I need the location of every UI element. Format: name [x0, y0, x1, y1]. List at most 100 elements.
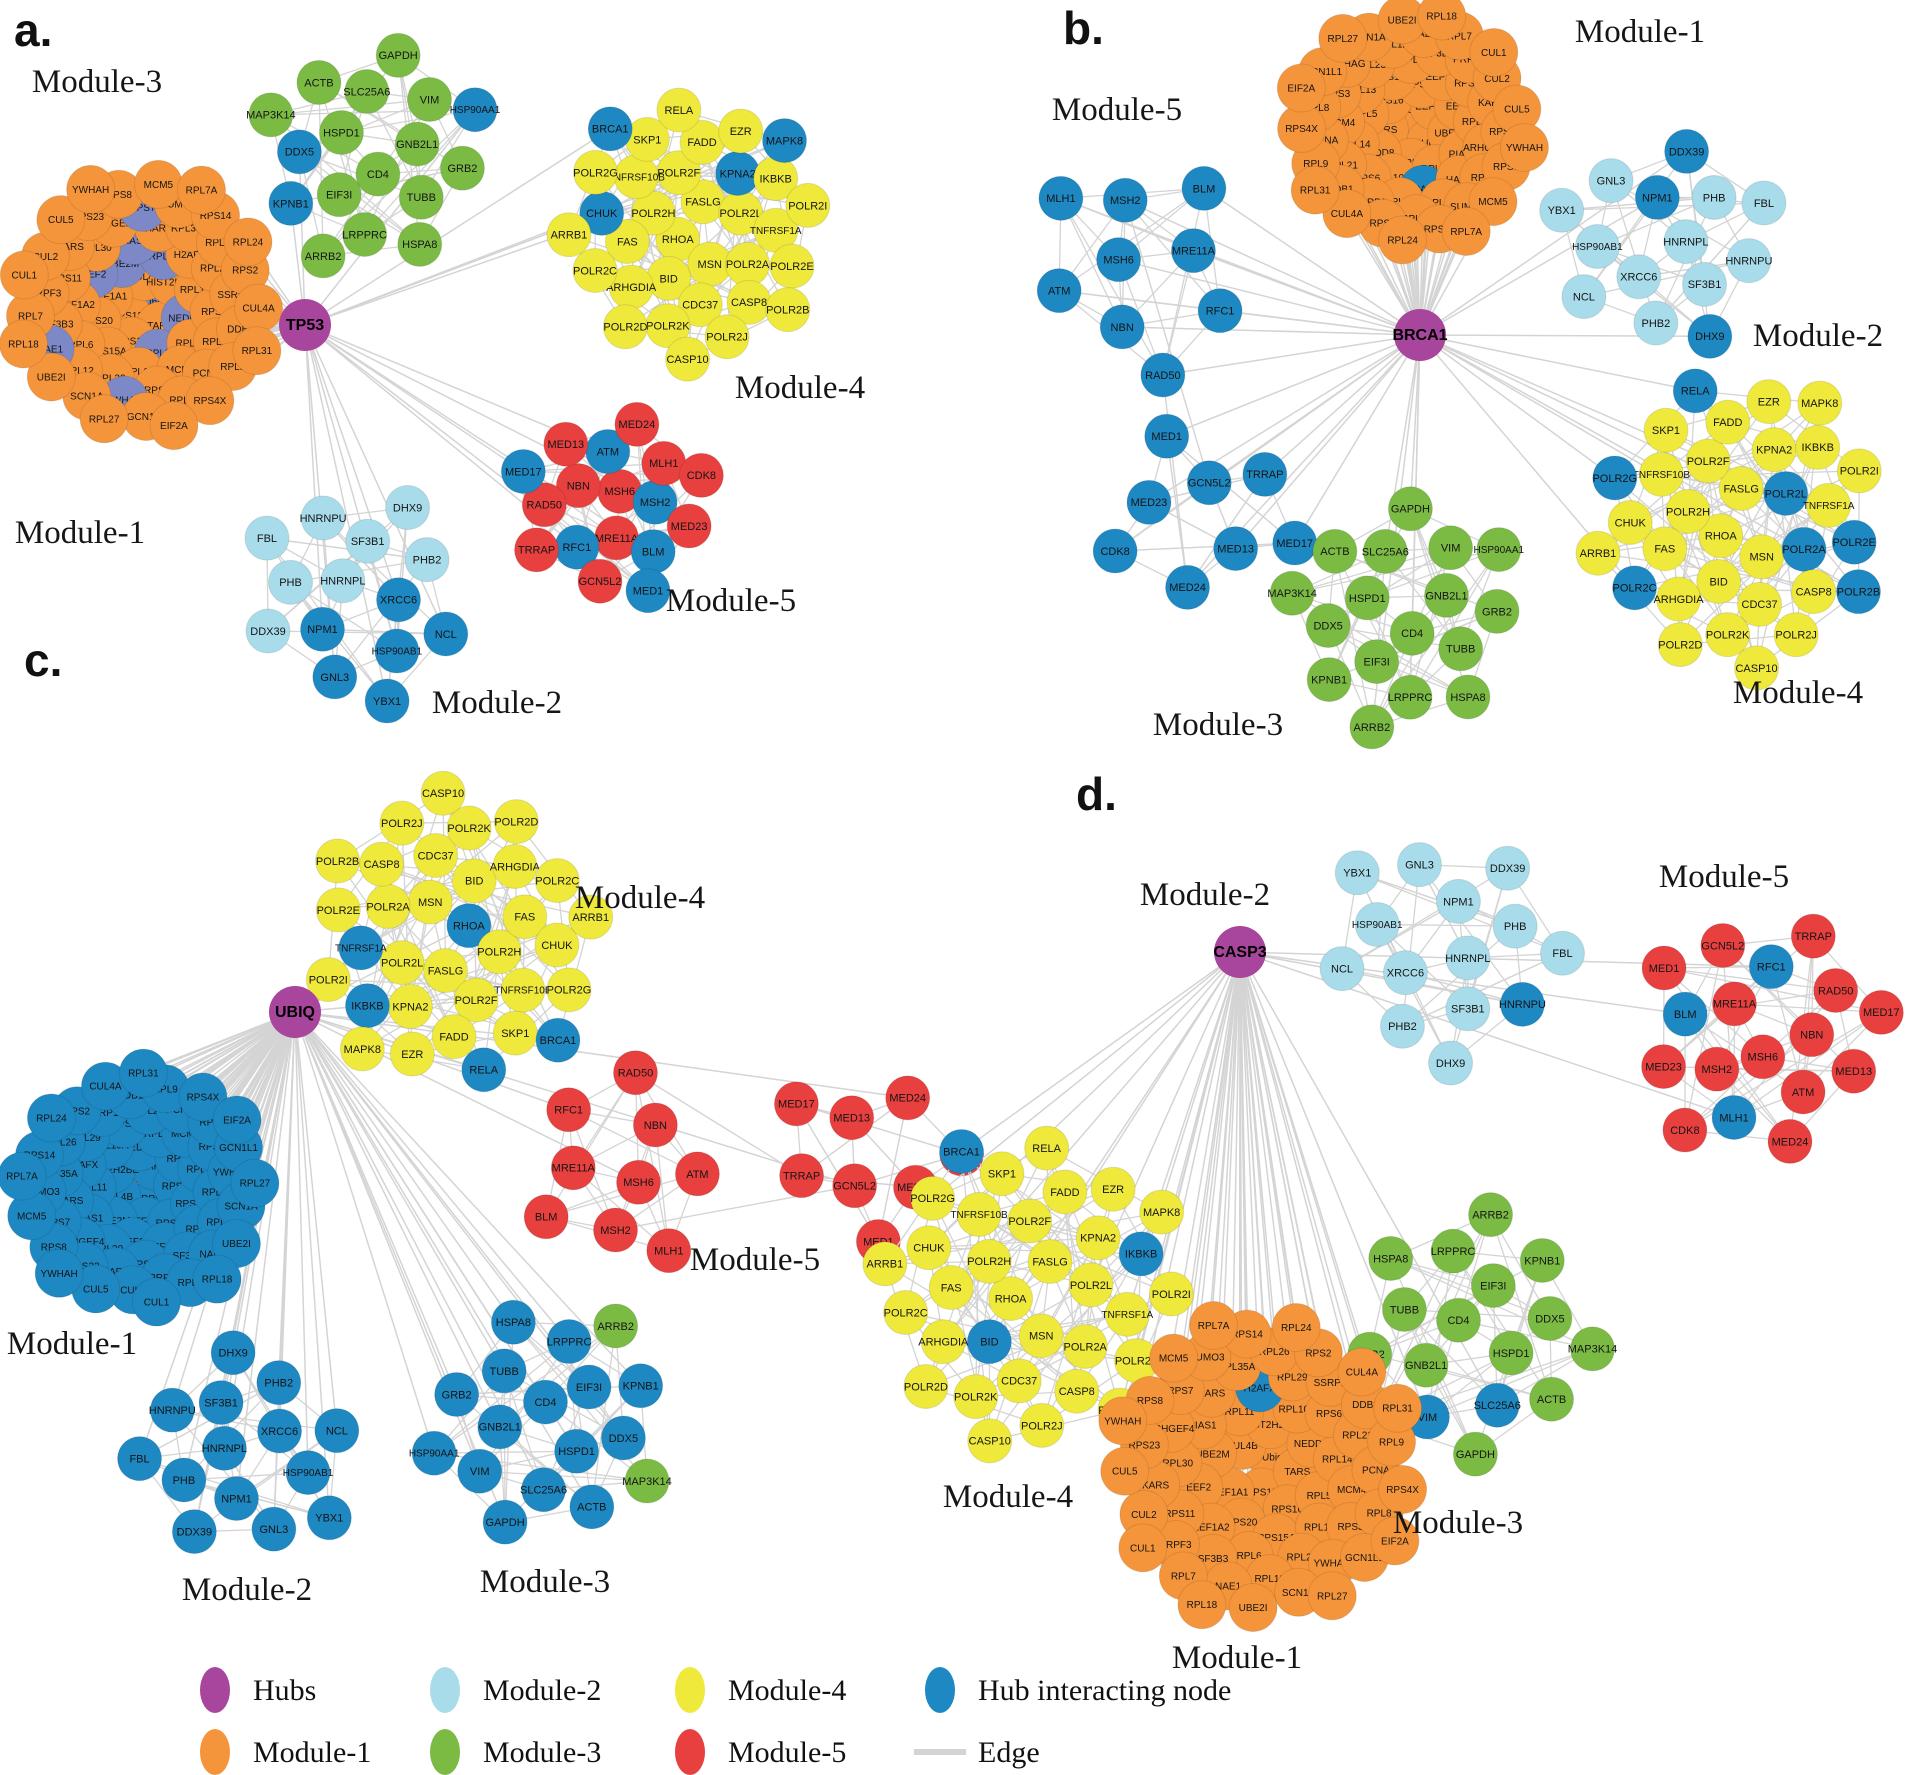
node-c-KPNA2[interactable]: KPNA2 [387, 983, 433, 1029]
node-d-CUL4A[interactable]: CUL4A [1337, 1347, 1387, 1397]
node-b-DDX39[interactable]: DDX39 [1664, 128, 1710, 174]
node-b-NPM1[interactable]: NPM1 [1634, 174, 1680, 220]
node-c-RFC1[interactable]: RFC1 [546, 1087, 592, 1133]
node-c-RPL31[interactable]: RPL31 [118, 1048, 168, 1098]
node-c-FBL[interactable]: FBL [117, 1436, 163, 1482]
node-a-ATM[interactable]: ATM [585, 428, 631, 474]
node-d-YBX1[interactable]: YBX1 [1334, 850, 1380, 896]
node-b-HSP90AB1[interactable]: HSP90AB1 [1572, 224, 1623, 270]
node-a-RPL31[interactable]: RPL31 [232, 326, 282, 376]
node-d-DDX5[interactable]: DDX5 [1527, 1296, 1573, 1342]
node-b-MSN[interactable]: MSN [1739, 534, 1785, 580]
node-c-EIF3I[interactable]: EIF3I [566, 1364, 612, 1410]
node-c-DDX5[interactable]: DDX5 [600, 1415, 646, 1461]
node-b-RPL18[interactable]: RPL18 [1417, 0, 1467, 41]
node-b-VIM[interactable]: VIM [1428, 525, 1474, 571]
node-c-POLR2B[interactable]: POLR2B [315, 838, 361, 884]
node-a-FBL[interactable]: FBL [244, 515, 290, 561]
node-b-MED24[interactable]: MED24 [1165, 564, 1211, 610]
node-a-IKBKB[interactable]: IKBKB [753, 155, 799, 201]
node-c-MSH6[interactable]: MSH6 [616, 1159, 662, 1205]
node-d-MED24[interactable]: MED24 [1767, 1118, 1813, 1164]
node-b-MLH1[interactable]: MLH1 [1038, 175, 1084, 221]
node-b-RFC1[interactable]: RFC1 [1197, 288, 1243, 334]
node-b-POLR2J[interactable]: POLR2J [1773, 612, 1819, 658]
node-c-NPM1[interactable]: NPM1 [213, 1476, 259, 1522]
node-a-SLC25A6[interactable]: SLC25A6 [343, 68, 390, 114]
node-d-ACTB[interactable]: ACTB [1529, 1376, 1575, 1422]
node-b-CUL1[interactable]: CUL1 [1469, 27, 1519, 77]
node-d-FBL[interactable]: FBL [1540, 930, 1586, 976]
node-a-RPS4X[interactable]: RPS4X [185, 376, 235, 426]
node-c-RPL24[interactable]: RPL24 [26, 1093, 76, 1143]
node-c-POLR2D[interactable]: POLR2D [493, 799, 539, 845]
node-a-RAD50[interactable]: RAD50 [521, 482, 567, 528]
node-d-NPM1[interactable]: NPM1 [1435, 878, 1481, 924]
node-a-ARHGDIA[interactable]: ARHGDIA [606, 264, 657, 310]
node-d-RFC1[interactable]: RFC1 [1748, 944, 1794, 990]
node-a-RPL18[interactable]: RPL18 [0, 319, 48, 369]
node-a-DDX5[interactable]: DDX5 [276, 129, 322, 175]
node-d-GNL3[interactable]: GNL3 [1396, 842, 1442, 888]
node-c-CD4[interactable]: CD4 [522, 1379, 568, 1425]
node-a-POLR2F[interactable]: POLR2F [656, 150, 702, 196]
node-a-GRB2[interactable]: GRB2 [439, 145, 485, 191]
node-c-ARHGDIA[interactable]: ARHGDIA [490, 843, 541, 889]
node-d-KPNB1[interactable]: KPNB1 [1519, 1237, 1565, 1283]
node-a-HSPD1[interactable]: HSPD1 [318, 109, 364, 155]
node-c-POLR2E[interactable]: POLR2E [315, 887, 361, 933]
node-d-POLR2I[interactable]: POLR2I [1148, 1271, 1194, 1317]
node-d-NCL[interactable]: NCL [1319, 946, 1365, 992]
node-a-NCL[interactable]: NCL [423, 611, 469, 657]
node-b-MSH6[interactable]: MSH6 [1096, 237, 1142, 283]
node-b-YWHAH[interactable]: YWHAH [1499, 122, 1549, 172]
node-a-BLM[interactable]: BLM [630, 529, 676, 575]
node-d-RHOA[interactable]: RHOA [988, 1275, 1034, 1321]
node-a-CDK8[interactable]: CDK8 [678, 452, 724, 498]
node-c-MSH2[interactable]: MSH2 [593, 1207, 639, 1253]
node-b-SLC25A6[interactable]: SLC25A6 [1362, 528, 1409, 574]
node-b-RPL31[interactable]: RPL31 [1290, 165, 1340, 215]
node-a-CUL5[interactable]: CUL5 [36, 195, 86, 245]
node-c-MED24[interactable]: MED24 [885, 1075, 931, 1121]
node-d-POLR2L[interactable]: POLR2L [1068, 1262, 1114, 1308]
node-b-MRE11A[interactable]: MRE11A [1170, 228, 1216, 274]
node-d-HSP90AB1[interactable]: HSP90AB1 [1352, 901, 1403, 947]
node-a-POLR2B[interactable]: POLR2B [765, 287, 811, 333]
node-a-HNRNPL[interactable]: HNRNPL [320, 558, 365, 604]
node-b-POLR2I[interactable]: POLR2I [1836, 448, 1882, 494]
node-c-CUL1[interactable]: CUL1 [132, 1277, 182, 1327]
node-d-HNRNPL[interactable]: HNRNPL [1445, 935, 1490, 981]
node-d-FADD[interactable]: FADD [1042, 1169, 1088, 1215]
node-d-CASP10[interactable]: CASP10 [967, 1418, 1013, 1464]
node-a-PHB[interactable]: PHB [268, 559, 314, 605]
node-c-VIM[interactable]: VIM [457, 1448, 503, 1494]
node-c-ATM[interactable]: ATM [674, 1151, 720, 1197]
node-c-SF3B1[interactable]: SF3B1 [198, 1380, 244, 1426]
node-c-IKBKB[interactable]: IKBKB [344, 983, 390, 1029]
node-c-BLM[interactable]: BLM [523, 1194, 569, 1240]
node-b-GCN5L2[interactable]: GCN5L2 [1186, 460, 1232, 506]
node-b-POLR2E[interactable]: POLR2E [1831, 519, 1877, 565]
node-b-HSPA8[interactable]: HSPA8 [1445, 674, 1491, 720]
node-c-HSPA8[interactable]: HSPA8 [490, 1299, 536, 1345]
node-b-ATM[interactable]: ATM [1036, 268, 1082, 314]
node-d-POLR2F[interactable]: POLR2F [1007, 1198, 1053, 1244]
node-c-TUBB[interactable]: TUBB [481, 1348, 527, 1394]
node-d-HSPA8[interactable]: HSPA8 [1368, 1236, 1414, 1282]
node-a-CASP8[interactable]: CASP8 [726, 279, 772, 325]
node-a-MED13[interactable]: MED13 [543, 421, 589, 467]
node-b-HSPD1[interactable]: HSPD1 [1344, 575, 1390, 621]
node-d-YWHAH[interactable]: YWHAH [1098, 1396, 1148, 1446]
node-c-GAPDH[interactable]: GAPDH [482, 1499, 528, 1545]
node-a-MED17[interactable]: MED17 [500, 448, 546, 494]
node-b-RELA[interactable]: RELA [1672, 368, 1718, 414]
node-a-CDC37[interactable]: CDC37 [677, 282, 723, 328]
node-d-GCN5L2[interactable]: GCN5L2 [1700, 922, 1746, 968]
node-d-CUL5[interactable]: CUL5 [1100, 1446, 1150, 1496]
node-a-CUL4A[interactable]: CUL4A [234, 283, 284, 333]
node-d-CD4[interactable]: CD4 [1435, 1297, 1481, 1343]
node-b-POLR2F[interactable]: POLR2F [1685, 438, 1731, 484]
node-d-CASP8[interactable]: CASP8 [1054, 1368, 1100, 1414]
node-c-NBN[interactable]: NBN [632, 1102, 678, 1148]
